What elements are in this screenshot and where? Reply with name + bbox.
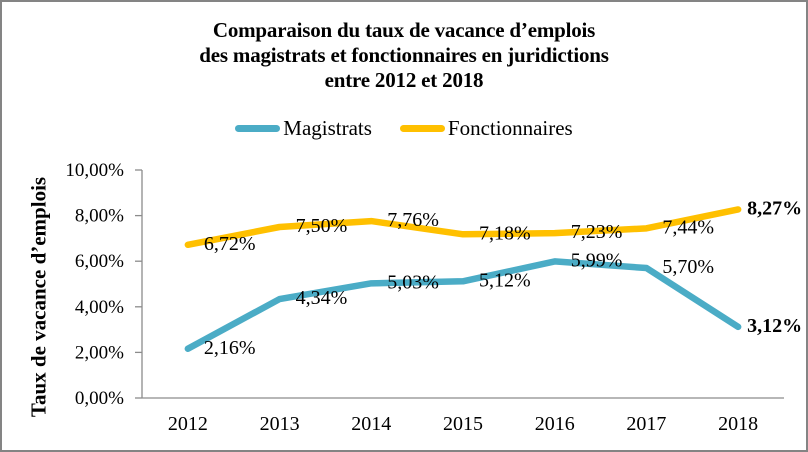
y-tick-label: 6,00% — [75, 251, 124, 272]
series-line-fonctionnaires — [184, 206, 742, 249]
data-label-magistrats-2012: 2,16% — [204, 337, 256, 359]
x-tick-label: 2016 — [535, 413, 575, 435]
x-tick-label: 2014 — [351, 413, 391, 435]
data-label-fonctionnaires-2012: 6,72% — [204, 233, 256, 255]
data-label-magistrats-2016: 5,99% — [571, 249, 623, 271]
data-label-fonctionnaires-2013: 7,50% — [296, 215, 348, 237]
chart-title-line-3: entre 2012 et 2018 — [324, 68, 484, 92]
x-tick-label: 2018 — [718, 413, 758, 435]
data-label-fonctionnaires-2016: 7,23% — [571, 221, 623, 243]
data-label-fonctionnaires-2014: 7,76% — [387, 209, 439, 231]
data-label-magistrats-2013: 4,34% — [296, 287, 348, 309]
legend-item-magistrats: Magistrats — [235, 116, 372, 141]
y-tick-label: 2,00% — [75, 342, 124, 363]
data-label-magistrats-2017: 5,70% — [662, 256, 714, 278]
chart-title: Comparaison du taux de vacance d’emplois… — [2, 18, 806, 93]
x-tick-label: 2013 — [260, 413, 300, 435]
legend-item-fonctionnaires: Fonctionnaires — [399, 116, 573, 141]
data-label-magistrats-2018: 3,12% — [747, 315, 802, 337]
data-label-fonctionnaires-2015: 7,18% — [479, 222, 531, 244]
legend-swatch-magistrats — [235, 125, 281, 132]
data-label-fonctionnaires-2018: 8,27% — [747, 197, 802, 219]
legend-label-fonctionnaires: Fonctionnaires — [447, 116, 573, 140]
x-tick-label: 2015 — [443, 413, 483, 435]
chart-title-line-2: des magistrats et fonctionnaires en juri… — [199, 43, 609, 67]
chart-legend: Magistrats Fonctionnaires — [2, 116, 806, 141]
data-label-magistrats-2015: 5,12% — [479, 269, 531, 291]
y-tick-label: 0,00% — [75, 388, 124, 409]
data-label-magistrats-2014: 5,03% — [387, 271, 439, 293]
chart-title-line-1: Comparaison du taux de vacance d’emplois — [212, 18, 596, 42]
x-tick-label: 2017 — [626, 413, 666, 435]
x-tick-label: 2012 — [168, 413, 208, 435]
legend-swatch-fonctionnaires — [399, 125, 445, 132]
y-tick-label: 8,00% — [75, 206, 124, 227]
y-tick-label: 4,00% — [75, 297, 124, 318]
data-label-fonctionnaires-2017: 7,44% — [662, 216, 714, 238]
y-tick-label: 10,00% — [65, 160, 124, 181]
legend-label-magistrats: Magistrats — [283, 116, 372, 140]
series-line-magistrats — [184, 258, 742, 353]
